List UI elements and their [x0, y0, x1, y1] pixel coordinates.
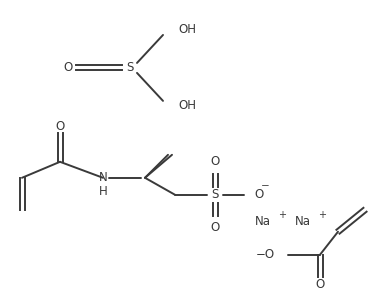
Text: Na: Na [295, 215, 311, 228]
Text: Na: Na [255, 215, 271, 228]
Text: −O: −O [256, 248, 275, 261]
Text: O: O [63, 62, 73, 74]
Text: O: O [254, 188, 263, 201]
Text: H: H [99, 185, 107, 198]
Text: OH: OH [178, 99, 196, 113]
Text: +: + [278, 210, 286, 220]
Text: O: O [210, 155, 220, 168]
Text: O: O [55, 120, 65, 133]
Text: S: S [126, 62, 134, 74]
Text: O: O [210, 221, 220, 234]
Text: O: O [316, 278, 324, 291]
Text: OH: OH [178, 23, 196, 36]
Text: +: + [318, 210, 326, 220]
Text: N: N [99, 171, 107, 184]
Text: S: S [211, 188, 219, 201]
Text: −: − [261, 181, 269, 191]
